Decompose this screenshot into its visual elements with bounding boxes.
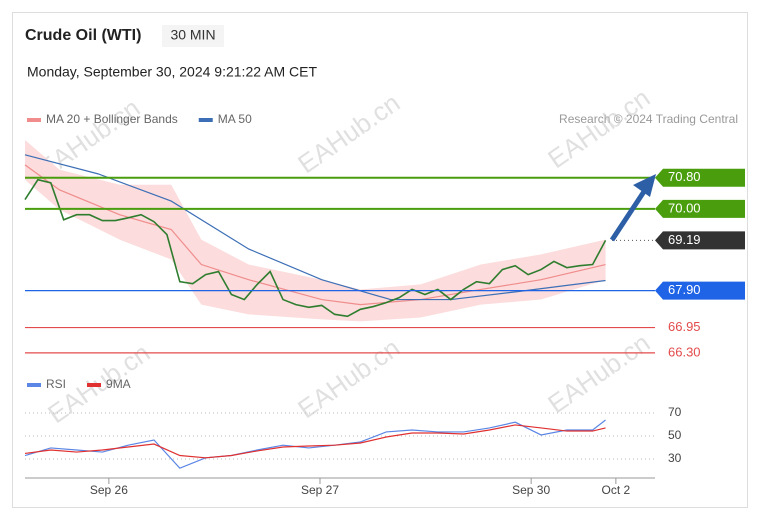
timeframe: 30 MIN	[170, 27, 215, 43]
arrow-shaft	[609, 188, 648, 242]
level-tag	[655, 231, 745, 250]
series-line	[24, 419, 606, 469]
bollinger-band	[25, 140, 606, 322]
level-tag	[655, 199, 745, 218]
x-tick-label: Oct 2	[602, 483, 631, 497]
timeframe-box	[162, 25, 224, 47]
title: Crude Oil (WTI)	[25, 27, 141, 44]
level-label: 66.30	[668, 344, 701, 359]
level-label: 70.80	[668, 169, 701, 184]
legend-label: RSI	[46, 377, 66, 391]
x-tick-label: Sep 26	[90, 483, 128, 497]
legend-swatch	[198, 118, 213, 122]
y-tick-label: 30	[668, 451, 682, 465]
level-label: 67.90	[668, 282, 701, 297]
credit: Research © 2024 Trading Central	[559, 112, 738, 126]
x-tick-label: Sep 27	[301, 483, 339, 497]
series-line	[24, 424, 606, 459]
level-label: 69.19	[668, 232, 701, 247]
series-line	[24, 164, 606, 306]
series-line	[24, 178, 607, 318]
level-label: 66.95	[668, 319, 701, 334]
x-tick-label: Sep 30	[512, 483, 550, 497]
legend-swatch	[87, 383, 102, 387]
legend-label: 9MA	[106, 377, 131, 391]
legend-label: MA 20 + Bollinger Bands	[46, 112, 178, 126]
legend-swatch	[27, 118, 41, 122]
legend-label: MA 50	[218, 112, 252, 126]
y-tick-label: 50	[668, 428, 682, 442]
level-tag	[655, 168, 745, 187]
legend-swatch	[27, 383, 41, 387]
y-tick-label: 70	[668, 405, 682, 419]
level-label: 70.00	[668, 200, 701, 215]
date: Monday, September 30, 2024 9:21:22 AM CE…	[27, 64, 317, 80]
series-line	[24, 154, 606, 301]
card-border	[12, 12, 748, 508]
level-tag	[655, 281, 745, 300]
arrow-head	[633, 174, 656, 197]
